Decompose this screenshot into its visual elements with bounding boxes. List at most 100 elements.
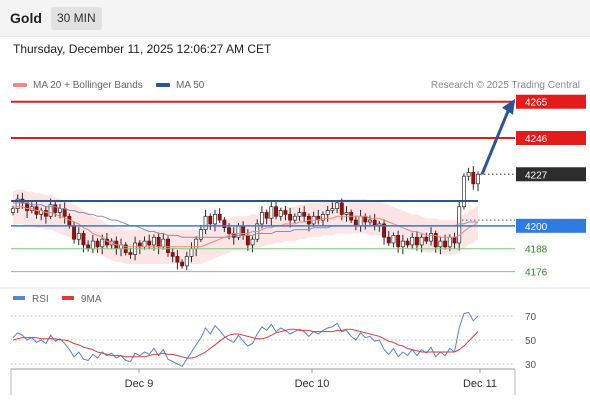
candle — [278, 207, 283, 221]
candle — [335, 200, 340, 214]
candle-body-down — [208, 215, 213, 225]
candle-body-down — [339, 202, 344, 215]
symbol-title: Gold — [10, 10, 42, 26]
candle-body-up — [344, 212, 349, 215]
ma20-line — [12, 206, 479, 248]
candle — [11, 205, 15, 216]
x-tick-label: Dec 10 — [295, 378, 330, 390]
candle-body-up — [269, 206, 274, 219]
level-4227-label: 4227 — [525, 170, 548, 181]
rsi-ma-legend-swatch — [62, 296, 74, 300]
candle-body-up — [335, 202, 340, 209]
candle — [419, 234, 424, 253]
level-4200-badge — [516, 218, 586, 233]
candle-body-up — [297, 212, 302, 217]
target-arrow-head — [502, 98, 515, 115]
rsi-ma-legend-label: 9MA — [81, 294, 102, 305]
candle — [386, 230, 391, 246]
level-4176-label: 4176 — [525, 268, 548, 279]
candle — [321, 211, 325, 227]
candle-body-up — [203, 215, 208, 230]
candle-body-up — [184, 256, 189, 267]
candle-body-down — [424, 236, 429, 242]
candle-body-down — [274, 206, 278, 217]
rsi-tick-50: 50 — [525, 336, 537, 347]
candle — [180, 259, 185, 269]
candle — [222, 217, 227, 233]
candle — [297, 207, 302, 221]
candle-body-up — [400, 240, 405, 248]
candle — [151, 234, 156, 251]
legend-ma20: MA 20 + Bollinger Bands — [13, 80, 143, 91]
candle — [330, 202, 335, 214]
candle — [302, 206, 307, 223]
candle-body-down — [53, 204, 58, 213]
candle — [259, 206, 264, 229]
candle — [476, 171, 480, 192]
candle — [424, 232, 429, 244]
chart-datetime: Thursday, December 11, 2025 12:06:27 AM … — [13, 42, 272, 56]
candle — [461, 173, 466, 210]
candle — [414, 230, 419, 251]
timeframe-button[interactable]: 30 MIN — [51, 7, 102, 30]
candle-body-down — [137, 242, 142, 248]
candle — [438, 236, 443, 255]
candle-body-up — [76, 233, 81, 240]
candle-body-up — [142, 240, 147, 248]
level-4265-badge — [516, 94, 586, 109]
candle-body-up — [161, 238, 166, 248]
candle — [410, 232, 415, 250]
candle-body-up — [476, 173, 480, 185]
candle-body-up — [358, 215, 363, 227]
candle — [400, 234, 405, 255]
candle — [283, 205, 288, 221]
candle-body-down — [166, 238, 170, 253]
candle — [264, 209, 269, 225]
candle — [76, 227, 81, 246]
candle — [184, 251, 189, 271]
candle — [175, 250, 180, 270]
candle-body-down — [95, 240, 100, 248]
candle-body-up — [321, 214, 325, 221]
candle-body-up — [15, 198, 20, 209]
candle — [405, 238, 410, 248]
candle-body-down — [217, 214, 222, 221]
candle — [95, 238, 100, 253]
candle — [325, 205, 330, 222]
candle — [208, 213, 213, 230]
candle-body-up — [48, 204, 53, 217]
candle-body-up — [325, 210, 330, 215]
candle — [382, 219, 387, 245]
candle-body-down — [386, 236, 391, 244]
candle-body-down — [405, 240, 410, 246]
candle — [128, 247, 133, 259]
candle-body-down — [452, 236, 457, 244]
candle-body-up — [330, 208, 335, 211]
candle — [466, 167, 471, 181]
candle-body-up — [213, 214, 217, 225]
candle — [170, 247, 175, 263]
candle — [250, 236, 255, 253]
candle-body-down — [396, 235, 401, 248]
candle-body-up — [447, 236, 452, 248]
candle — [274, 200, 278, 220]
level-4265-label: 4265 — [525, 98, 548, 109]
rsi-ma-line — [12, 328, 479, 359]
candle-body-up — [368, 219, 372, 223]
candle — [15, 194, 20, 214]
candle — [217, 208, 222, 223]
candle-body-up — [151, 236, 156, 246]
level-4246-label: 4246 — [525, 134, 548, 145]
candle — [213, 209, 217, 232]
level-4246-badge — [516, 131, 586, 145]
candle-body-down — [86, 244, 91, 250]
candle-body-down — [222, 219, 227, 229]
candle-body-up — [189, 248, 194, 257]
level-4188-label: 4188 — [525, 245, 548, 256]
candle-body-down — [128, 252, 133, 255]
level-4200-label: 4200 — [525, 222, 548, 233]
chart-header: Gold 30 MIN — [0, 0, 590, 37]
candle-body-down — [471, 172, 476, 185]
x-tick-label: Dec 11 — [463, 378, 497, 390]
